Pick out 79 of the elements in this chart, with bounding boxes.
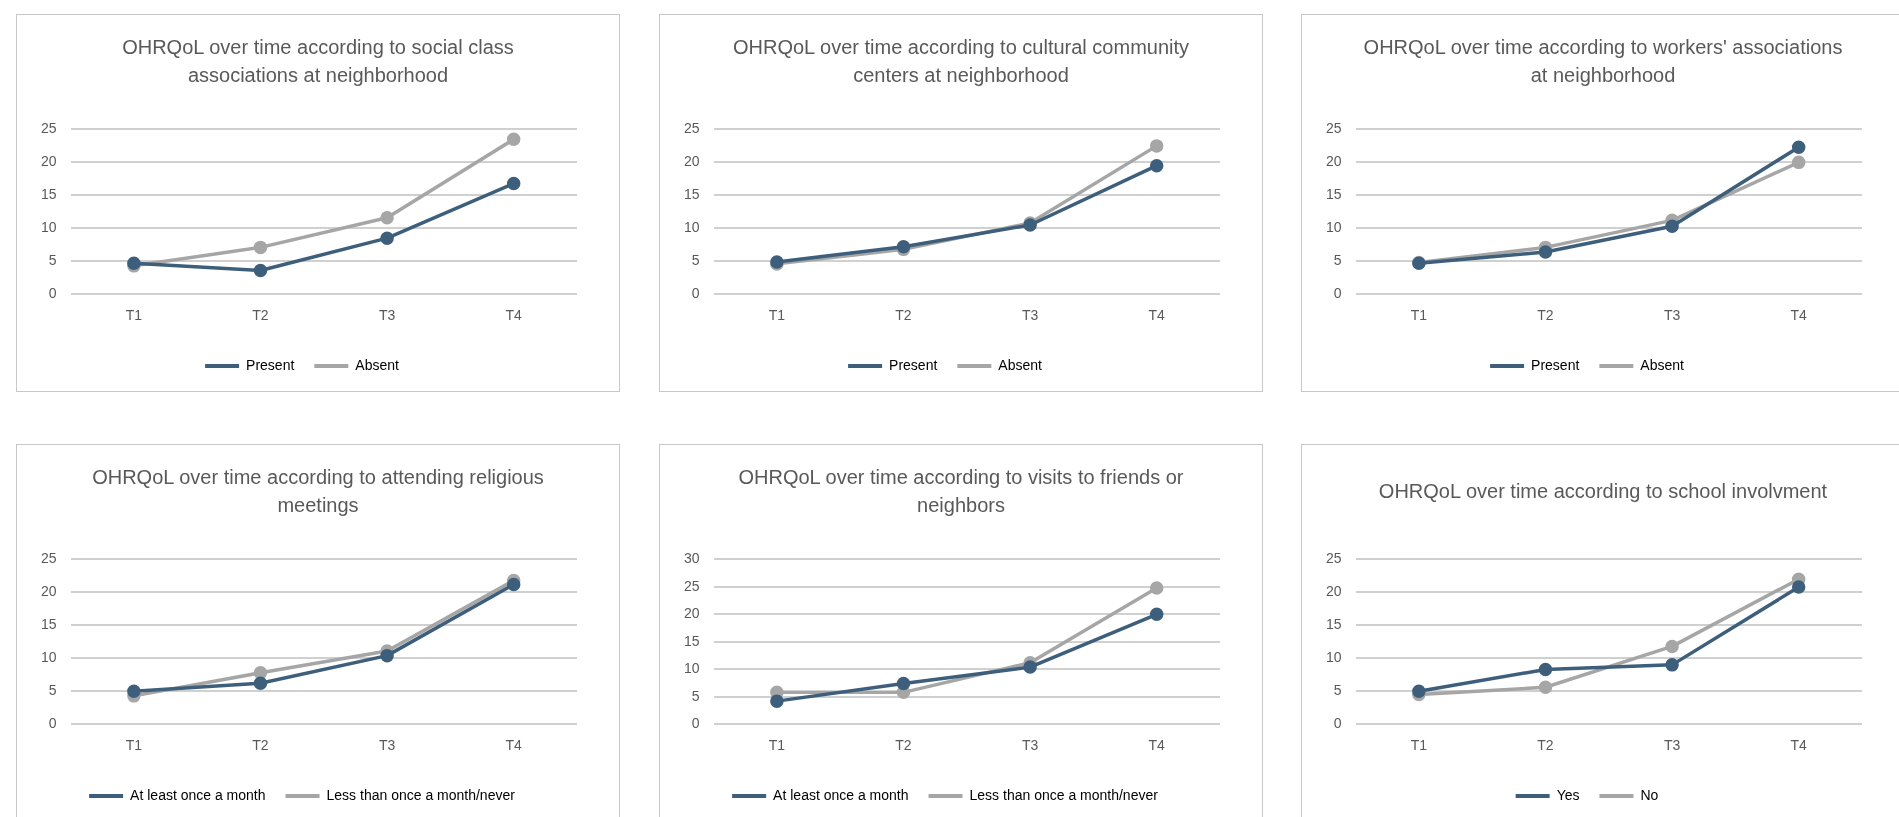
y-tick-label: 5 <box>48 682 57 699</box>
y-tick-label: 5 <box>1333 682 1342 699</box>
legend-label: Present <box>889 356 938 373</box>
x-tick-label: T3 <box>378 737 396 754</box>
legend-label: Absent <box>355 356 400 373</box>
x-tick-label: T2 <box>252 307 269 324</box>
y-tick-label: 0 <box>48 285 57 302</box>
legend-label: Present <box>1531 356 1580 373</box>
chart-title: OHRQoL over time according to cultural community centers at neighborhood <box>731 35 1191 88</box>
y-tick-label: 15 <box>683 186 700 203</box>
y-tick-label: 25 <box>683 577 700 594</box>
y-tick-label: 20 <box>1325 583 1342 600</box>
x-tick-label: T1 <box>768 737 786 754</box>
chart-title: OHRQoL over time according to social class associations at neighborhood <box>121 35 515 88</box>
y-tick-label: 10 <box>40 649 57 666</box>
legend-label: Absent <box>1640 356 1685 373</box>
x-tick-label: T3 <box>1021 307 1039 324</box>
x-tick-label: T2 <box>895 737 912 754</box>
y-tick-label: 0 <box>48 715 57 732</box>
y-tick-label: 25 <box>40 550 57 567</box>
y-tick-label: 20 <box>40 583 57 600</box>
y-tick-label: 0 <box>1333 715 1342 732</box>
x-tick-label: T1 <box>125 307 143 324</box>
y-tick-label: 20 <box>1325 153 1342 170</box>
y-tick-label: 30 <box>683 550 700 567</box>
y-tick-label: 10 <box>683 219 700 236</box>
y-tick-label: 20 <box>683 605 700 622</box>
chart-title: OHRQoL over time according to visits to friends or neighbors <box>737 465 1185 518</box>
y-tick-label: 25 <box>1325 120 1342 137</box>
y-tick-label: 5 <box>1333 252 1342 269</box>
y-tick-label: 10 <box>1325 219 1342 236</box>
x-tick-label: T2 <box>1537 307 1554 324</box>
x-tick-label: T1 <box>125 737 143 754</box>
y-tick-label: 15 <box>40 186 57 203</box>
x-tick-label: T2 <box>895 307 912 324</box>
y-tick-label: 0 <box>1333 285 1342 302</box>
x-tick-label: T1 <box>1410 737 1428 754</box>
x-tick-label: T3 <box>1021 737 1039 754</box>
chart-title: OHRQoL over time according to attending religious meetings <box>91 465 545 518</box>
y-tick-label: 15 <box>40 616 57 633</box>
legend-label: At least once a month <box>130 786 266 803</box>
legend-label: No <box>1640 786 1659 803</box>
x-tick-label: T4 <box>1790 737 1808 754</box>
x-tick-label: T1 <box>768 307 786 324</box>
x-tick-label: T4 <box>1148 737 1166 754</box>
y-tick-label: 5 <box>48 252 57 269</box>
y-tick-label: 20 <box>40 153 57 170</box>
x-tick-label: T2 <box>1537 737 1554 754</box>
y-tick-label: 10 <box>40 219 57 236</box>
y-tick-label: 15 <box>683 632 700 649</box>
legend-label: Less than once a month/never <box>969 786 1159 803</box>
y-tick-label: 25 <box>1325 550 1342 567</box>
y-tick-label: 15 <box>1325 616 1342 633</box>
y-tick-label: 0 <box>691 715 700 732</box>
x-tick-label: T3 <box>1663 737 1681 754</box>
y-tick-label: 0 <box>691 285 700 302</box>
y-tick-label: 15 <box>1325 186 1342 203</box>
x-tick-label: T3 <box>1663 307 1681 324</box>
x-tick-label: T3 <box>378 307 396 324</box>
legend-label: Less than once a month/never <box>326 786 516 803</box>
chart-title: OHRQoL over time according to school involvment <box>1377 479 1829 504</box>
y-tick-label: 25 <box>40 120 57 137</box>
legend-label: Yes <box>1556 786 1580 803</box>
y-tick-label: 25 <box>683 120 700 137</box>
x-tick-label: T4 <box>505 737 523 754</box>
legend-label: Absent <box>998 356 1043 373</box>
x-tick-label: T4 <box>505 307 523 324</box>
chart-title: OHRQoL over time according to workers' associations at neighborhood <box>1362 35 1844 88</box>
legend-label: Present <box>246 356 295 373</box>
y-tick-label: 5 <box>691 252 700 269</box>
y-tick-label: 5 <box>691 687 700 704</box>
y-tick-label: 10 <box>1325 649 1342 666</box>
x-tick-label: T4 <box>1790 307 1808 324</box>
y-tick-label: 10 <box>683 660 700 677</box>
y-tick-label: 20 <box>683 153 700 170</box>
x-tick-label: T4 <box>1148 307 1166 324</box>
x-tick-label: T2 <box>252 737 269 754</box>
x-tick-label: T1 <box>1410 307 1428 324</box>
legend-label: At least once a month <box>773 786 909 803</box>
